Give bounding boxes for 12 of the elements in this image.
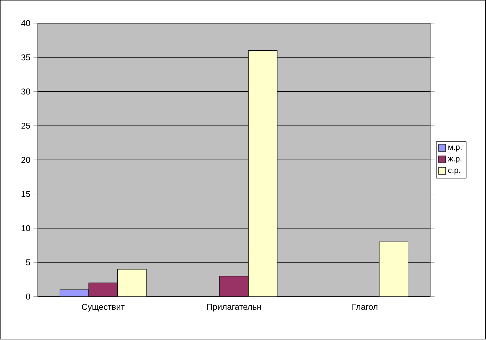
y-tick-label: 25 — [22, 123, 30, 130]
y-tick-label: 0 — [26, 294, 30, 300]
y-tick-label: 30 — [22, 88, 30, 95]
x-tick-label: Прилагательн — [207, 304, 262, 312]
y-tick-label: 10 — [22, 226, 30, 232]
y-tick-label: 20 — [22, 157, 30, 164]
x-tick-label: Глагол — [352, 304, 378, 310]
y-tick-label: 15 — [22, 191, 30, 198]
y-tick-label: 35 — [22, 54, 30, 61]
y-tick-label: 5 — [26, 260, 30, 266]
x-tick-label: Существит — [82, 304, 125, 312]
y-tick-label: 40 — [21, 20, 30, 27]
